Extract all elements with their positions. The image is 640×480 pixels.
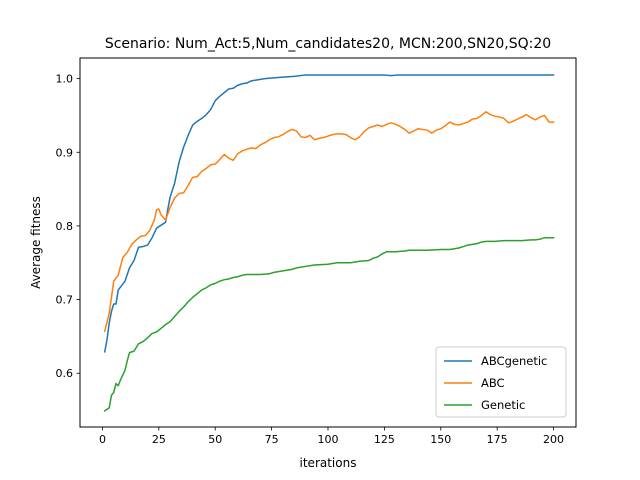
y-tick-label: 0.7 [56,294,74,307]
legend-label-2: Genetic [481,398,525,412]
y-tick-label: 0.6 [56,367,74,380]
y-axis-label: Average fitness [29,196,43,289]
series-line-2 [103,236,555,412]
x-tick-label: 0 [99,433,106,446]
x-tick-label: 75 [265,433,279,446]
y-axis-ticks: 0.6 0.7 0.8 0.9 1.0 [56,73,80,380]
x-tick-label: 25 [152,433,166,446]
series-line-0 [103,74,555,353]
series-line-1 [103,111,555,333]
series-layer [103,74,555,412]
x-axis-ticks: 0 25 50 75 100 125 150 175 200 [99,427,564,446]
y-tick-label: 0.8 [56,220,74,233]
chart-title: Scenario: Num_Act:5,Num_candidates20, MC… [105,36,551,52]
legend-label-1: ABC [481,376,505,390]
legend-label-0: ABCgenetic [481,354,547,368]
x-tick-label: 150 [430,433,451,446]
x-tick-label: 200 [543,433,564,446]
x-axis-label: iterations [300,456,357,470]
x-tick-label: 50 [208,433,222,446]
legend: ABCgenetic ABC Genetic [435,346,567,418]
legend-box [435,346,567,418]
x-tick-label: 100 [318,433,339,446]
x-tick-label: 175 [487,433,508,446]
x-tick-label: 125 [374,433,395,446]
y-tick-label: 0.9 [56,146,74,159]
y-tick-label: 1.0 [56,73,74,86]
